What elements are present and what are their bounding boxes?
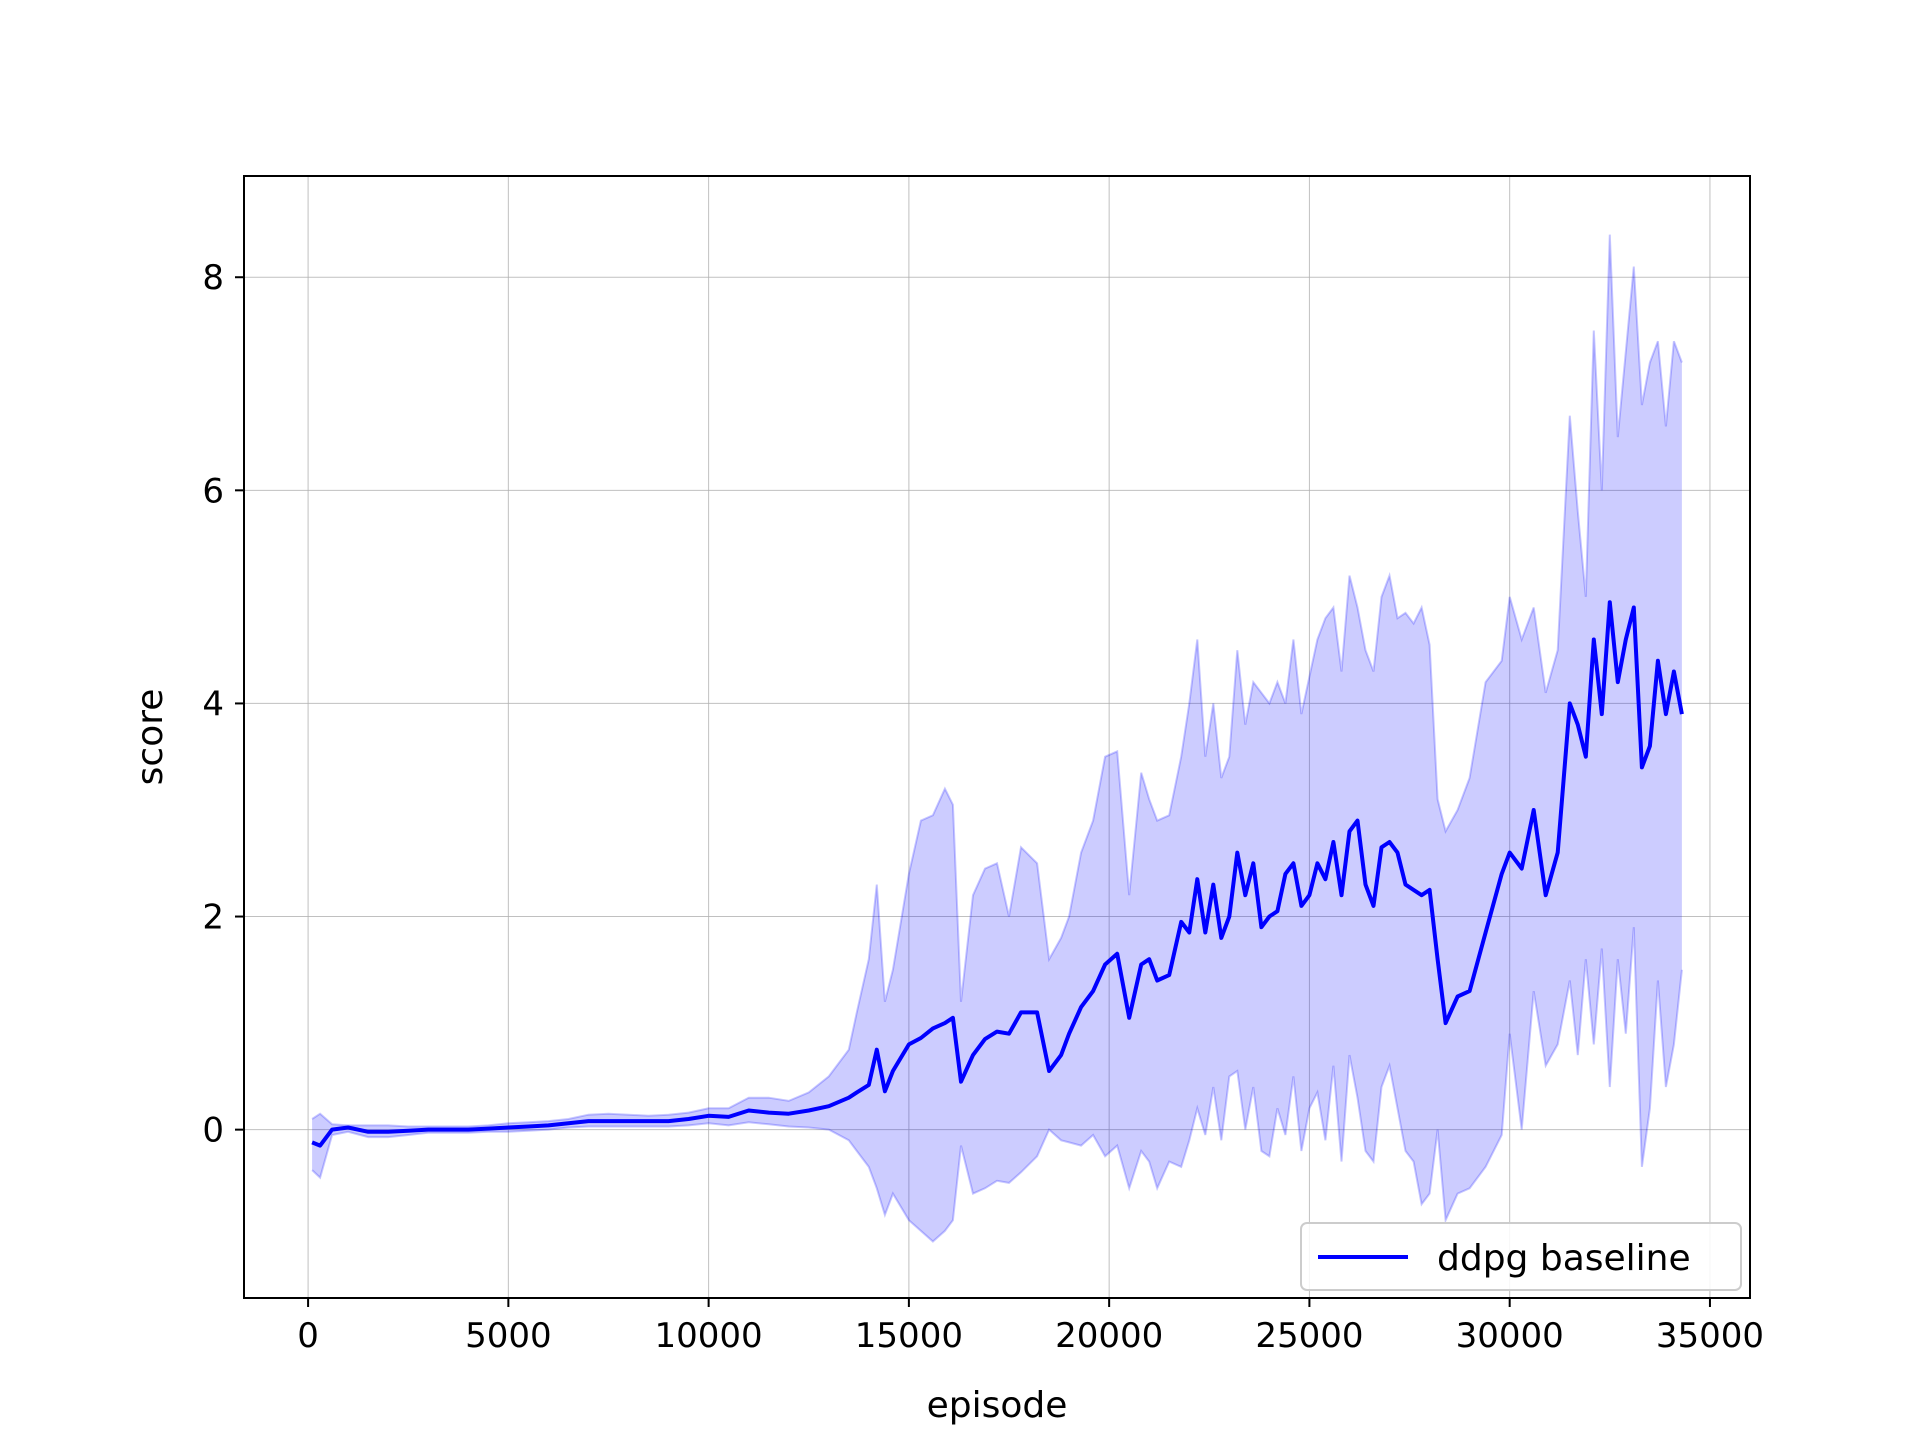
x-tick-label: 35000 [1656,1316,1764,1356]
y-axis-label: score [130,689,171,786]
legend-box [1300,1222,1742,1291]
y-tick-label: 0 [202,1111,224,1151]
y-tick-label: 2 [202,898,224,938]
plot-frame [243,175,1751,1299]
x-axis-label: episode [927,1385,1068,1426]
y-tick-label: 4 [202,684,224,724]
x-tick-label: 10000 [655,1316,763,1356]
plot-background [244,176,1750,1298]
legend-label: ddpg baseline [1437,1238,1691,1279]
x-tick-label: 0 [297,1316,319,1356]
y-tick-label: 6 [202,471,224,511]
series-band-upper-edge [311,234,1683,1128]
series-band-lower-edge [311,927,1683,1243]
x-tick-label: 20000 [1055,1316,1163,1356]
x-tick-label: 15000 [855,1316,963,1356]
legend: ddpg baseline [1300,1222,1742,1291]
x-tick-label: 5000 [465,1316,552,1356]
y-tick-label: 8 [202,258,224,298]
x-tick-label: 30000 [1456,1316,1564,1356]
x-tick-label: 25000 [1255,1316,1363,1356]
x-axis-ticks: 0 5000 10000 15000 20000 25000 30000 35000 [297,1298,1764,1356]
series-band [312,234,1682,1242]
y-axis-ticks: 0 2 4 6 8 [202,258,244,1151]
series-line [311,600,1684,1148]
